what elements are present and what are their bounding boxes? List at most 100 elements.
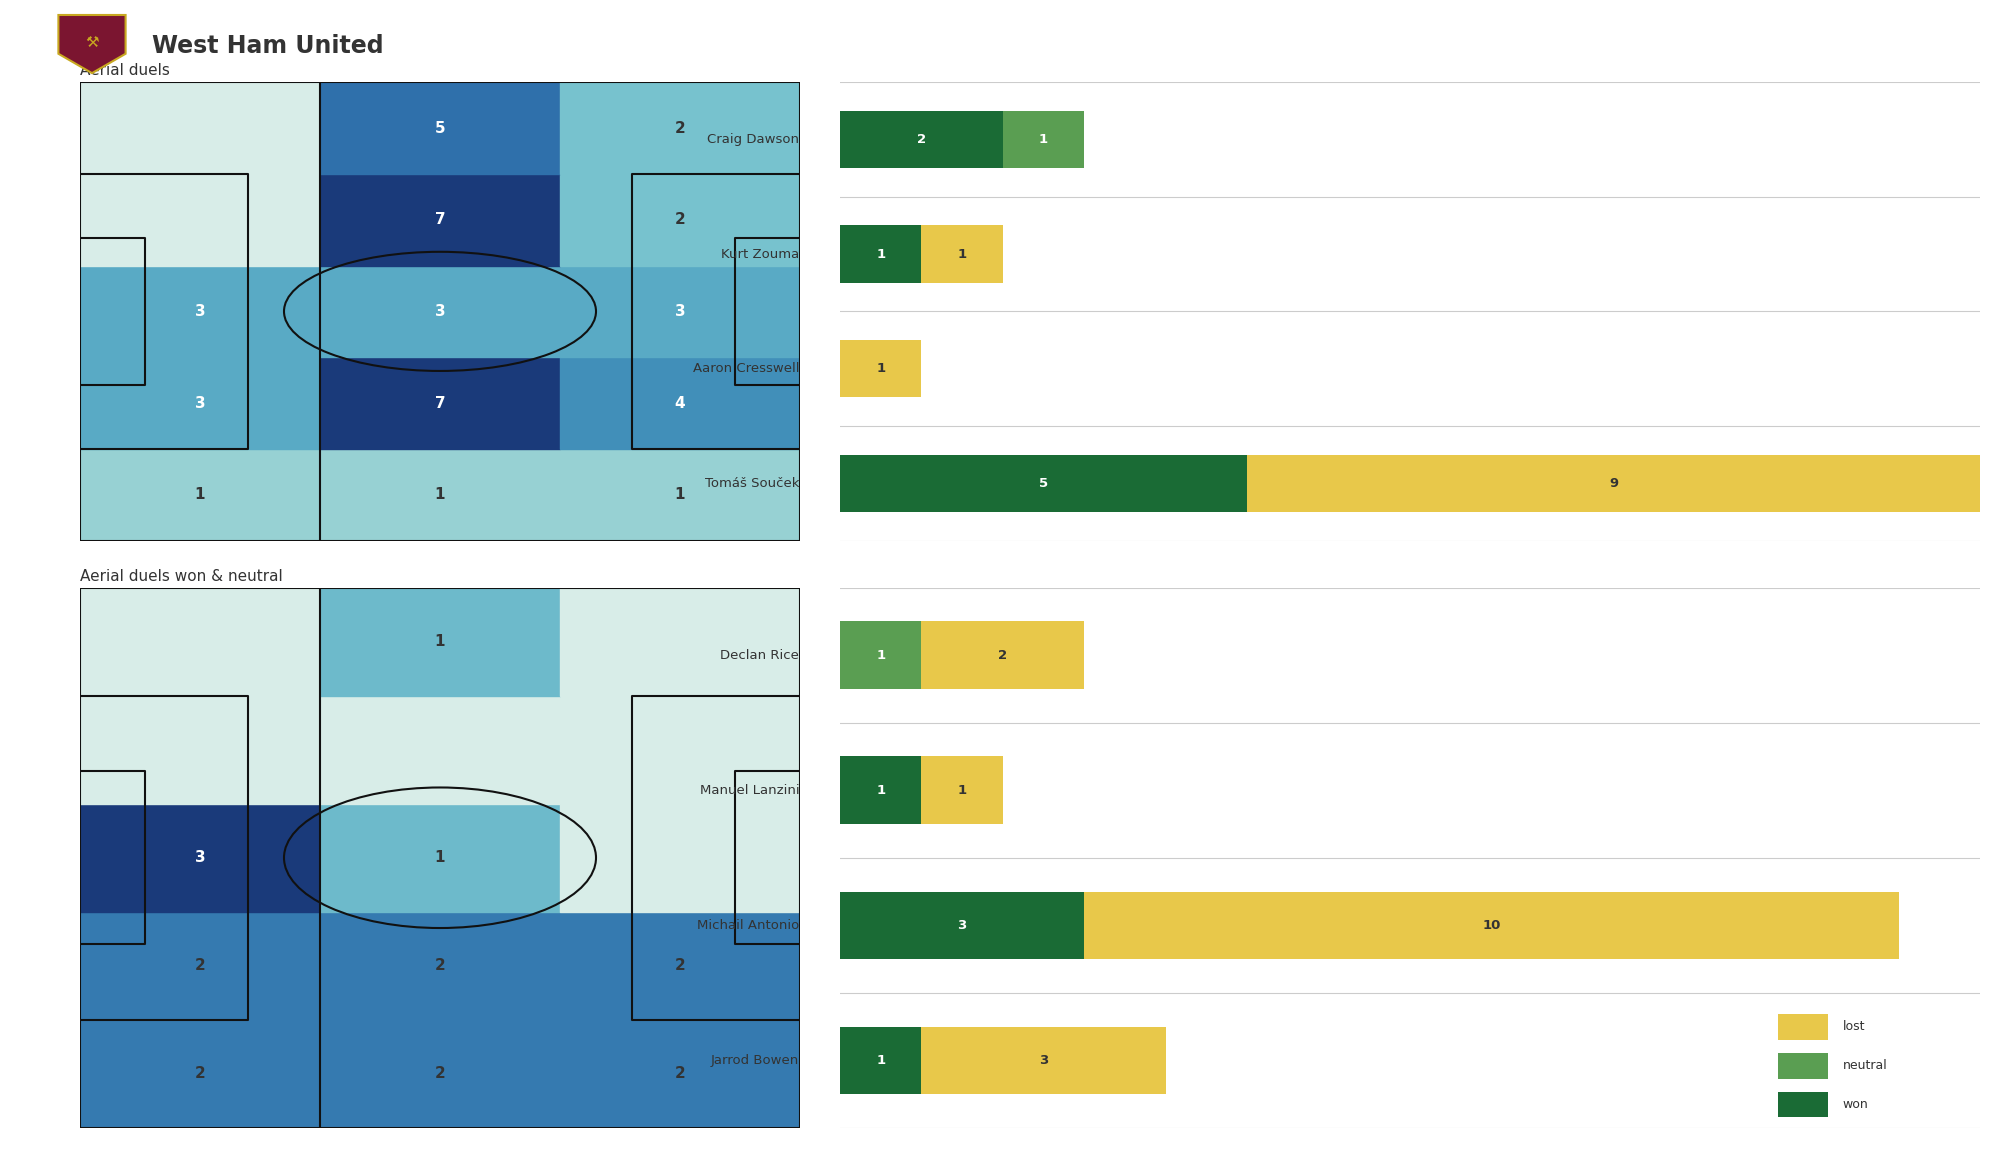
Bar — [80, 696, 320, 804]
Text: 2: 2 — [434, 1067, 446, 1081]
Text: Kurt Zouma: Kurt Zouma — [722, 248, 800, 261]
Bar — [320, 82, 560, 174]
Bar — [840, 340, 922, 397]
Text: Craig Dawson: Craig Dawson — [708, 133, 800, 146]
Bar — [80, 357, 320, 449]
Text: 5: 5 — [1040, 477, 1048, 490]
Text: 3: 3 — [958, 919, 966, 932]
Bar — [560, 449, 800, 540]
Text: 7: 7 — [434, 396, 446, 410]
Bar — [560, 266, 800, 357]
Bar — [1084, 892, 1898, 959]
Text: Aerial duels: Aerial duels — [80, 63, 170, 79]
Bar — [320, 588, 560, 696]
Polygon shape — [58, 15, 126, 73]
Bar — [80, 174, 320, 266]
Bar — [80, 912, 320, 1020]
Text: 3: 3 — [674, 304, 686, 318]
Text: 1: 1 — [876, 248, 886, 261]
Text: 2: 2 — [674, 121, 686, 135]
Bar — [1778, 1053, 1828, 1079]
Bar — [80, 266, 320, 357]
Bar — [320, 1020, 560, 1128]
Text: 1: 1 — [876, 649, 886, 662]
Bar — [560, 1020, 800, 1128]
Text: 1: 1 — [876, 1054, 886, 1067]
Text: 1: 1 — [958, 784, 966, 797]
Text: ⚒: ⚒ — [86, 35, 98, 51]
Text: West Ham United: West Ham United — [152, 34, 384, 58]
Text: Tomáš Souček: Tomáš Souček — [704, 477, 800, 490]
Text: 2: 2 — [998, 649, 1008, 662]
Text: Michail Antonio: Michail Antonio — [698, 919, 800, 932]
Bar — [80, 449, 320, 540]
Bar — [320, 357, 560, 449]
Bar — [320, 804, 560, 912]
Bar — [922, 226, 1002, 283]
Text: 1: 1 — [194, 488, 206, 502]
Bar — [922, 622, 1084, 689]
Text: 1: 1 — [434, 488, 446, 502]
Bar — [922, 1027, 1166, 1094]
Bar — [840, 892, 1084, 959]
Bar — [840, 622, 922, 689]
Bar — [80, 804, 320, 912]
Bar — [840, 455, 1248, 512]
Text: 3: 3 — [194, 304, 206, 318]
Bar — [1002, 110, 1084, 168]
Bar — [80, 1020, 320, 1128]
Text: 9: 9 — [1610, 477, 1618, 490]
Bar — [560, 588, 800, 696]
Bar — [560, 912, 800, 1020]
Bar — [840, 110, 1002, 168]
Bar — [840, 1027, 922, 1094]
Bar — [1778, 1014, 1828, 1040]
Bar — [320, 912, 560, 1020]
Text: lost: lost — [1842, 1020, 1864, 1034]
Text: 7: 7 — [434, 213, 446, 227]
Bar — [320, 174, 560, 266]
Text: 3: 3 — [194, 851, 206, 865]
Text: 2: 2 — [916, 133, 926, 146]
Bar — [922, 757, 1002, 824]
Text: 3: 3 — [1038, 1054, 1048, 1067]
Text: 2: 2 — [194, 959, 206, 973]
Text: 10: 10 — [1482, 919, 1500, 932]
Text: won: won — [1842, 1097, 1868, 1112]
Bar — [320, 696, 560, 804]
Bar — [320, 449, 560, 540]
Text: Aerial duels won & neutral: Aerial duels won & neutral — [80, 569, 282, 584]
Bar — [560, 357, 800, 449]
Text: 3: 3 — [194, 396, 206, 410]
Text: 1: 1 — [876, 784, 886, 797]
Bar — [1248, 455, 1980, 512]
Text: 4: 4 — [674, 396, 686, 410]
Text: 2: 2 — [674, 1067, 686, 1081]
Text: 2: 2 — [434, 959, 446, 973]
Text: 2: 2 — [674, 959, 686, 973]
Text: Jarrod Bowen: Jarrod Bowen — [712, 1054, 800, 1067]
Bar — [560, 804, 800, 912]
Text: 1: 1 — [674, 488, 686, 502]
Bar — [560, 696, 800, 804]
Text: Aaron Cresswell: Aaron Cresswell — [692, 362, 800, 375]
Text: 2: 2 — [674, 213, 686, 227]
Bar — [560, 82, 800, 174]
Bar — [560, 174, 800, 266]
Text: 1: 1 — [958, 248, 966, 261]
Bar — [1778, 1092, 1828, 1117]
Bar — [320, 266, 560, 357]
Text: Manuel Lanzini: Manuel Lanzini — [700, 784, 800, 797]
Text: neutral: neutral — [1842, 1059, 1888, 1073]
Text: 5: 5 — [434, 121, 446, 135]
Text: 1: 1 — [434, 851, 446, 865]
Text: 1: 1 — [1040, 133, 1048, 146]
Bar — [840, 757, 922, 824]
Bar — [840, 226, 922, 283]
Text: 2: 2 — [194, 1067, 206, 1081]
Bar — [80, 82, 320, 174]
Text: 1: 1 — [434, 634, 446, 649]
Text: 3: 3 — [434, 304, 446, 318]
Text: Declan Rice: Declan Rice — [720, 649, 800, 662]
Text: 1: 1 — [876, 362, 886, 375]
